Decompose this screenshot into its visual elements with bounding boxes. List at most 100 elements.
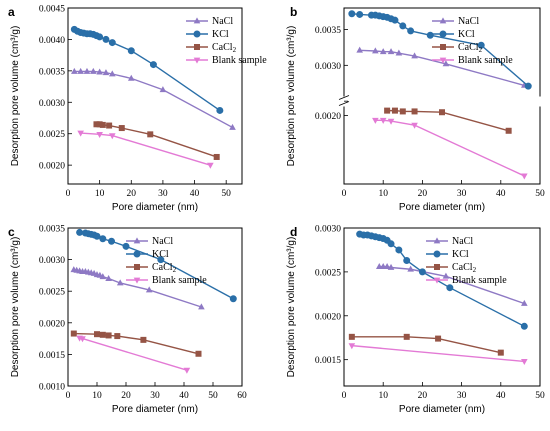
- legend-label: Blank sample: [452, 275, 507, 286]
- point: [356, 10, 364, 18]
- point: [108, 237, 115, 245]
- x-tick-label: 0: [66, 189, 71, 199]
- point: [134, 264, 140, 270]
- point: [193, 57, 201, 64]
- panel-letter: c: [8, 225, 15, 239]
- legend-label: KCl: [212, 29, 229, 40]
- point: [96, 33, 104, 41]
- series-line: [74, 70, 233, 129]
- point: [403, 256, 411, 264]
- point: [77, 130, 84, 137]
- y-axis-label: Desorption pore volume (cm³/g): [286, 237, 297, 378]
- point: [434, 264, 440, 270]
- point: [229, 123, 236, 130]
- legend-label: Blank sample: [152, 275, 207, 286]
- point: [70, 330, 77, 337]
- series-nacl: [375, 263, 528, 306]
- point: [99, 121, 106, 128]
- point: [207, 162, 214, 169]
- series-cacl2: [70, 330, 202, 357]
- y-tick-label: 0.0040: [39, 36, 65, 46]
- series-nacl: [71, 67, 236, 130]
- point: [133, 237, 141, 244]
- series-cacl2: [93, 121, 220, 160]
- y-tick-label: 0.0030: [39, 256, 65, 266]
- series-blank: [77, 130, 214, 169]
- point: [403, 333, 410, 340]
- x-tick-label: 30: [457, 391, 467, 401]
- point: [411, 122, 418, 129]
- panel-a: 0 10 20 30 40 50 0.0020 0.0025 0.0030 0.0035 0.004…: [8, 5, 267, 214]
- x-tick-label: 50: [221, 189, 231, 199]
- axis-break-mark: [338, 101, 350, 106]
- point: [108, 70, 116, 77]
- point: [229, 295, 237, 303]
- point: [383, 263, 391, 270]
- series-blank: [348, 343, 528, 366]
- series-nacl: [70, 266, 205, 310]
- point: [145, 286, 153, 293]
- y-tick-label: 0.0020: [39, 162, 65, 172]
- x-tick-label: 20: [418, 189, 428, 199]
- series-blank: [76, 335, 191, 374]
- point: [384, 107, 391, 114]
- plot-frame: [67, 7, 243, 185]
- legend-label: NaCl: [458, 16, 479, 27]
- point: [505, 127, 512, 134]
- panel-d: 0 10 20 30 40 50 0.0015 0.0020 0.0025 0.0030 Pore …: [286, 225, 545, 416]
- y-tick-label: 0.0030: [315, 62, 341, 72]
- point: [71, 67, 78, 74]
- x-tick-label: 50: [535, 391, 545, 401]
- legend-label: NaCl: [452, 236, 473, 247]
- point: [102, 35, 110, 43]
- point: [356, 46, 363, 53]
- point: [399, 108, 406, 115]
- y-axis-label: Desorption pore volume (cm³/g): [286, 26, 297, 167]
- x-tick-label: 10: [378, 391, 388, 401]
- point: [118, 125, 125, 132]
- point: [433, 250, 441, 258]
- point: [395, 246, 403, 254]
- point: [387, 118, 395, 125]
- point: [379, 117, 387, 124]
- x-tick-label: 20: [121, 391, 131, 401]
- y-tick-label: 0.0025: [39, 130, 65, 140]
- point: [116, 279, 124, 286]
- point: [391, 16, 399, 24]
- point: [93, 121, 100, 128]
- series-blank: [372, 117, 528, 180]
- point: [426, 31, 434, 39]
- series-line: [79, 337, 188, 371]
- legend-label: KCl: [458, 29, 475, 40]
- point: [433, 237, 441, 244]
- y-tick-label: 0.0025: [39, 288, 65, 298]
- point: [195, 350, 202, 357]
- x-axis-label: Pore diameter (nm): [112, 202, 198, 213]
- series-line: [73, 332, 199, 355]
- point: [387, 48, 395, 55]
- y-tick-label: 0.0030: [315, 225, 341, 235]
- point: [407, 27, 415, 35]
- series-kcl: [356, 230, 528, 330]
- point: [477, 41, 485, 49]
- point: [524, 82, 532, 90]
- point: [106, 122, 113, 129]
- series-line: [351, 336, 501, 354]
- point: [372, 117, 379, 124]
- x-tick-label: 10: [378, 189, 388, 199]
- point: [79, 336, 86, 343]
- legend-label: KCl: [152, 249, 169, 260]
- point: [439, 30, 447, 38]
- x-tick-label: 40: [190, 189, 200, 199]
- point: [108, 133, 116, 140]
- axis-break-gap: [536, 96, 544, 107]
- point: [102, 69, 110, 76]
- legend-label: CaCl2: [152, 262, 177, 274]
- x-tick-label: 30: [457, 189, 467, 199]
- x-tick-label: 10: [95, 189, 105, 199]
- panel-letter: b: [290, 5, 297, 19]
- series-line: [96, 123, 217, 158]
- x-tick-label: 20: [418, 391, 428, 401]
